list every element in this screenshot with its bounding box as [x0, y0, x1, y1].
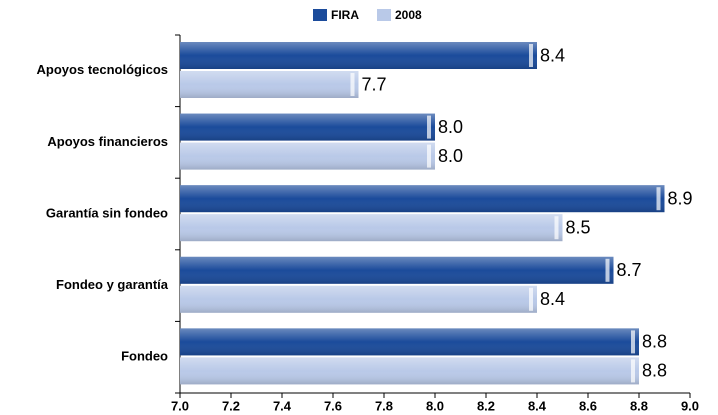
legend-label: FIRA: [331, 8, 359, 22]
x-tick-label: 8.6: [579, 398, 597, 413]
x-tick-label: 8.2: [477, 398, 495, 413]
x-tick-label: 8.8: [630, 398, 648, 413]
bar-shade: [180, 42, 537, 69]
bar-highlight: [554, 216, 559, 240]
legend-label: 2008: [395, 8, 422, 22]
value-label: 8.8: [642, 332, 667, 352]
value-label: 8.4: [540, 289, 565, 309]
bar-shade: [180, 256, 614, 284]
category-label: Fondeo: [121, 349, 168, 364]
bar-highlight: [605, 258, 610, 282]
value-label: 8.5: [566, 217, 591, 237]
category-label: Fondeo y garantía: [56, 277, 169, 292]
bar-highlight: [529, 287, 533, 311]
value-label: 8.0: [438, 117, 463, 137]
category-label: Apoyos financieros: [47, 134, 168, 149]
legend-swatch: [313, 9, 327, 21]
bar-shade: [180, 142, 435, 170]
bar-shade: [180, 328, 639, 356]
value-label: 7.7: [362, 74, 387, 94]
legend-swatch: [377, 9, 391, 21]
x-tick-label: 8.4: [528, 398, 547, 413]
value-label: 8.0: [438, 146, 463, 166]
x-tick-label: 7.2: [222, 398, 240, 413]
bar-highlight: [656, 187, 661, 211]
bar-shade: [180, 71, 359, 98]
bar-shade: [180, 214, 563, 242]
bar-highlight: [350, 73, 355, 96]
category-label: Apoyos tecnológicos: [37, 62, 168, 77]
bar-highlight: [631, 330, 635, 354]
value-label: 8.7: [617, 260, 642, 280]
x-tick-label: 7.6: [324, 398, 342, 413]
x-tick-label: 7.8: [375, 398, 393, 413]
bar-highlight: [631, 359, 635, 383]
bar-shade: [180, 357, 639, 385]
x-tick-label: 8.0: [426, 398, 444, 413]
value-label: 8.9: [668, 188, 693, 208]
bar-highlight: [427, 144, 431, 168]
category-label: Garantía sin fondeo: [46, 205, 168, 220]
bar-shade: [180, 113, 435, 141]
value-label: 8.4: [540, 45, 565, 65]
bar-shade: [180, 185, 665, 213]
x-tick-label: 7.0: [171, 398, 189, 413]
bar-highlight: [427, 115, 431, 139]
x-tick-label: 9.0: [681, 398, 699, 413]
bar-highlight: [529, 44, 533, 67]
bar-shade: [180, 285, 537, 313]
x-tick-label: 7.4: [273, 398, 292, 413]
value-label: 8.8: [642, 361, 667, 381]
